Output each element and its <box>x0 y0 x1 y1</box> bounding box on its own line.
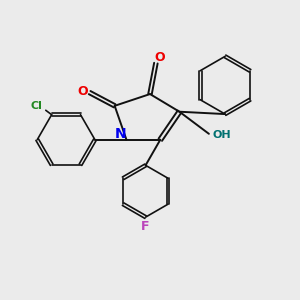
Text: O: O <box>154 51 165 64</box>
Text: Cl: Cl <box>30 101 42 111</box>
Text: F: F <box>141 220 150 233</box>
Text: N: N <box>115 128 126 141</box>
Text: O: O <box>77 85 88 98</box>
Text: OH: OH <box>213 130 232 140</box>
